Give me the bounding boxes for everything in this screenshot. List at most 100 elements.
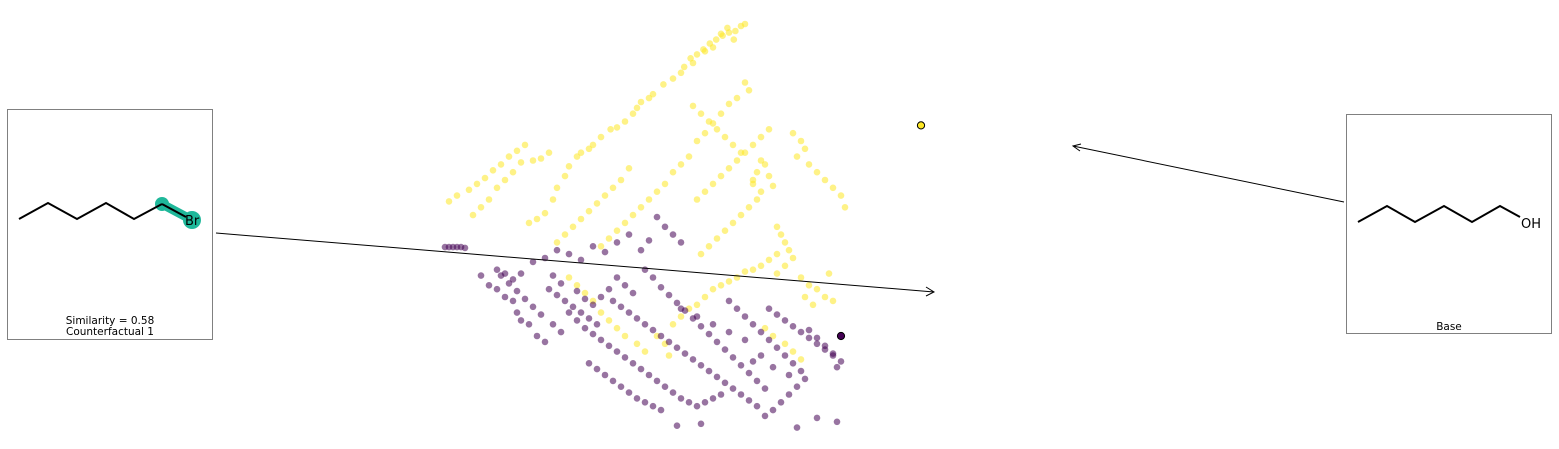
scatter-point-class-1: [621, 118, 629, 125]
scatter-point-class-1: [705, 243, 713, 250]
scatter-point-class-0: [529, 258, 537, 266]
scatter-point-class-1: [617, 176, 625, 184]
scatter-point-class-1: [737, 149, 745, 156]
scatter-point-class-0: [765, 336, 773, 344]
scatter-point-class-1: [741, 268, 749, 275]
scatter-point-class-1: [509, 168, 517, 176]
scatter-point-class-0: [593, 321, 601, 328]
scatter-point-class-1: [829, 297, 837, 305]
scatter-point-class-0: [601, 371, 609, 379]
scatter-point-class-0: [589, 330, 597, 338]
scatter-point-class-0: [657, 332, 665, 340]
scatter-point-class-0: [525, 321, 533, 328]
scatter-point-class-1: [445, 198, 453, 205]
scatter-point-class-1: [545, 149, 553, 156]
scatter-point-class-1: [609, 184, 617, 192]
scatter-point-class-0: [645, 371, 653, 379]
scatter-point-class-0: [529, 303, 537, 311]
scatter-point-class-0: [793, 424, 801, 431]
scatter-point-class-0: [561, 297, 569, 305]
scatter-point-class-0: [833, 418, 841, 426]
scatter-point-class-1: [717, 282, 725, 289]
scatter-point-class-1: [581, 289, 589, 297]
scatter-point-class-0: [637, 365, 645, 373]
scatter-point-class-1: [725, 278, 733, 285]
scatter-point-class-0: [737, 391, 745, 398]
scatter-point-class-1: [753, 168, 761, 176]
scatter-point-class-0: [837, 358, 845, 365]
highlighted-points: [836, 121, 926, 341]
scatter-point-class-1: [597, 133, 605, 141]
scatter-point-class-1: [585, 207, 593, 215]
scatter-point-class-0: [633, 315, 641, 322]
scatter-point-class-0: [669, 389, 677, 396]
scatter-point-class-1: [797, 356, 805, 363]
scatter-point-class-1: [709, 44, 717, 51]
scatter-point-class-1: [724, 24, 731, 32]
scatter-point-class-0: [633, 395, 641, 402]
scatter-point-class-1: [453, 192, 461, 199]
scatter-point-class-0: [741, 313, 749, 320]
scatter-point-class-1: [825, 270, 833, 277]
scatter-point-class-1: [709, 285, 717, 293]
scatter-point-class-0: [557, 328, 565, 336]
scatter-point-class-0: [689, 356, 697, 363]
scatter-point-class-1: [577, 215, 585, 223]
scatter-point-class-0: [749, 321, 757, 328]
counterfactual-point: [836, 331, 846, 341]
scatter-point-class-0: [773, 311, 781, 318]
scatter-point-class-1: [465, 186, 473, 194]
base-arrow: [1072, 145, 1345, 203]
scatter-point-class-0: [581, 295, 589, 303]
scatter-point-class-0: [653, 213, 661, 221]
scatter-point-class-1: [717, 110, 725, 117]
scatter-point-class-0: [725, 297, 733, 305]
scatter-point-class-0: [737, 362, 745, 369]
scatter-point-class-0: [821, 346, 829, 353]
scatter-point-class-0: [609, 297, 617, 305]
scatter-point-class-1: [613, 227, 621, 234]
scatter-point-class-0: [641, 266, 649, 274]
scatter-point-class-0: [629, 289, 637, 297]
scatter-point-class-0: [757, 352, 765, 359]
base-panel: OH Base: [1346, 114, 1552, 334]
scatter-point-class-0: [621, 354, 629, 361]
scatter-point-class-0: [485, 282, 493, 289]
scatter-point-class-0: [625, 231, 633, 238]
scatter-point-class-1: [677, 69, 685, 77]
scatter-point-class-0: [797, 328, 805, 336]
scatter-point-class-0: [797, 367, 805, 375]
scatter-point-class-0: [517, 270, 525, 277]
scatter-point-class-1: [621, 332, 629, 340]
scatter-point-class-1: [837, 192, 845, 199]
scatter-point-class-0: [813, 340, 821, 348]
scatter-point-class-1: [813, 168, 821, 176]
scatter-point-class-1: [521, 141, 529, 149]
scatter-point-class-1: [469, 211, 477, 219]
scatter-point-class-0: [533, 332, 541, 340]
arrows: [215, 143, 1345, 297]
scatter-point-class-1: [765, 256, 773, 264]
scatter-point-class-0: [765, 305, 773, 313]
scatter-point-class-1: [689, 59, 697, 67]
scatter-point-class-1: [813, 285, 821, 293]
scatter-point-class-0: [833, 363, 841, 371]
scatter-point-class-1: [493, 184, 501, 192]
scatter-point-class-0: [641, 399, 649, 406]
scatter-point-class-1: [669, 75, 677, 82]
scatter-point-class-1: [693, 51, 701, 58]
scatter-point-class-0: [605, 342, 613, 350]
scatter-point-class-1: [705, 118, 713, 125]
scatter-point-class-0: [625, 389, 633, 396]
scatter-point-class-1: [689, 102, 697, 110]
scatter-point-class-0: [713, 373, 721, 381]
scatter-point-class-0: [709, 395, 717, 402]
scatter-point-class-1: [607, 126, 614, 133]
scatter-point-class-1: [697, 250, 705, 258]
scatter-point-class-1: [701, 48, 709, 55]
scatter-point-class-1: [733, 94, 741, 102]
scatter-point-class-0: [585, 315, 593, 322]
scatter-point-class-1: [741, 20, 749, 28]
scatter-point-class-0: [653, 377, 661, 385]
scatter-point-class-0: [517, 317, 525, 324]
